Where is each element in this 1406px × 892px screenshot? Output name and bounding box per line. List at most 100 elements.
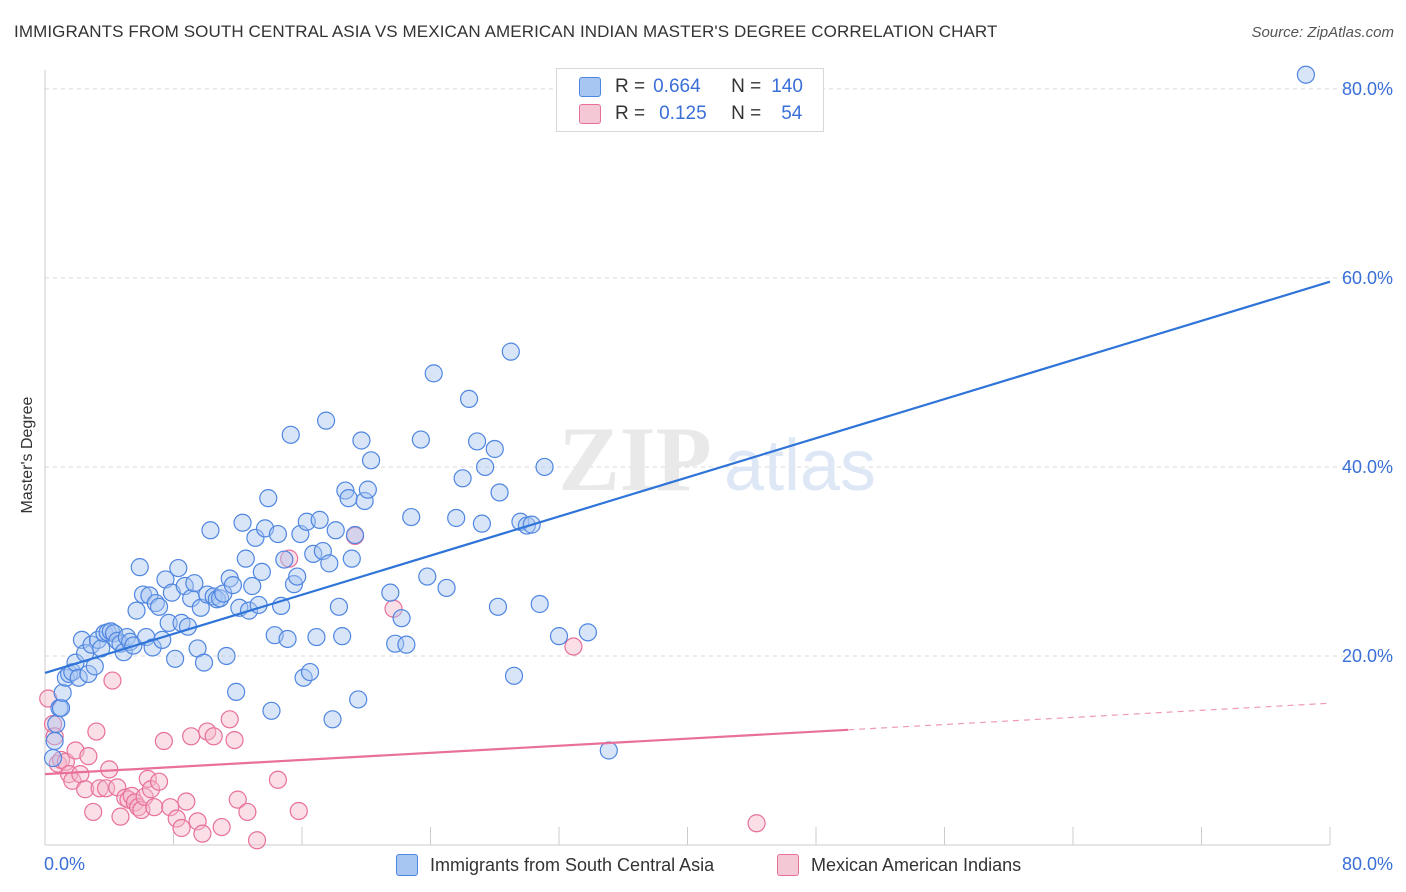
data-point-blue <box>578 623 598 642</box>
data-point-pink <box>111 807 130 826</box>
data-point-pink <box>116 788 135 807</box>
data-point-blue <box>424 364 443 383</box>
legend-n-value: 54 <box>781 103 803 124</box>
data-point-pink <box>76 780 95 799</box>
data-point-blue <box>268 524 288 544</box>
data-point-blue <box>485 439 504 459</box>
data-point-blue <box>69 668 88 687</box>
trend-lines <box>44 280 1331 776</box>
data-point-blue <box>339 489 358 508</box>
data-point-pink <box>564 637 583 656</box>
data-point-blue <box>307 627 326 647</box>
data-point-pink <box>177 792 196 811</box>
trend-line-pink-extension <box>848 702 1331 731</box>
x-tick-label-max: 80.0% <box>1342 854 1393 874</box>
data-point-blue <box>288 567 307 586</box>
data-point-blue <box>243 576 262 596</box>
data-point-blue <box>45 731 64 751</box>
data-point-blue <box>275 550 294 569</box>
data-point-blue <box>51 698 71 718</box>
data-point-pink <box>149 772 169 791</box>
data-point-blue <box>349 690 368 709</box>
legend-n-label: N = <box>731 103 762 124</box>
bottom-legend-series2: Mexican American Indians <box>777 852 1021 878</box>
data-point-blue <box>490 483 509 502</box>
data-point-blue <box>397 635 416 654</box>
data-point-blue <box>159 613 178 632</box>
data-point-blue <box>352 431 371 450</box>
data-point-pink <box>154 731 173 751</box>
data-point-blue <box>326 521 345 540</box>
data-point-pink <box>268 770 288 789</box>
watermark-zip: ZIP <box>558 408 711 510</box>
data-point-pink <box>228 790 247 809</box>
tick-labels: 20.0% 40.0% 60.0% 80.0% 0.0% 80.0% <box>44 79 1393 874</box>
watermark-atlas: atlas <box>724 426 876 506</box>
data-point-blue <box>472 514 491 533</box>
data-point-pink <box>90 779 109 798</box>
data-point-pink <box>145 798 164 817</box>
data-point-blue <box>223 575 243 595</box>
data-point-blue <box>101 622 120 641</box>
data-point-blue <box>599 741 618 760</box>
data-point-blue <box>262 701 281 720</box>
bottom-legend-label: Mexican American Indians <box>811 854 1022 875</box>
data-point-blue <box>127 601 146 620</box>
data-point-blue <box>501 342 520 361</box>
data-point-blue <box>194 653 214 672</box>
watermark: ZIP atlas <box>558 408 876 510</box>
data-point-pink <box>204 727 223 746</box>
data-point-blue <box>143 638 162 657</box>
data-point-blue <box>227 682 246 701</box>
data-point-blue <box>345 525 365 545</box>
data-point-pink <box>103 671 122 690</box>
data-point-blue <box>411 430 430 449</box>
data-point-pink <box>220 710 239 729</box>
data-point-blue <box>504 666 524 685</box>
data-point-pink <box>238 802 257 822</box>
data-point-blue <box>252 562 271 581</box>
data-point-blue <box>236 549 255 568</box>
legend-r-label: R = <box>615 76 646 97</box>
legend-swatch-pink <box>579 104 601 124</box>
y-tick-label: 20.0% <box>1342 646 1393 666</box>
data-point-blue <box>130 558 149 577</box>
legend-row-series1: R = 0.664 N = 140 <box>579 75 803 99</box>
data-point-blue <box>329 597 349 616</box>
source-credit: Source: ZipAtlas.com <box>1251 24 1394 41</box>
legend-row-series2: R = 0.125 N = 54 <box>579 102 802 126</box>
data-point-pink <box>289 801 308 821</box>
bottom-legend-label: Immigrants from South Central Asia <box>430 854 715 875</box>
series-pink-points <box>39 526 766 850</box>
data-point-pink <box>225 730 244 750</box>
data-point-blue <box>437 578 456 598</box>
series-blue-points <box>43 65 1316 768</box>
data-point-pink <box>138 769 157 788</box>
data-point-blue <box>402 507 421 527</box>
stats-legend: R = 0.664 N = 140 R = 0.125 N = 54 <box>556 68 824 132</box>
data-point-blue <box>1296 65 1316 84</box>
y-tick-label: 80.0% <box>1342 79 1393 99</box>
data-point-blue <box>535 457 554 477</box>
data-point-blue <box>488 597 508 616</box>
trend-line-pink <box>44 728 849 776</box>
data-point-blue <box>246 528 265 547</box>
data-point-blue <box>201 521 220 540</box>
gridlines <box>45 88 1390 657</box>
data-point-blue <box>133 585 153 604</box>
data-point-blue <box>316 411 336 430</box>
bottom-legend-swatch-pink <box>777 854 799 876</box>
data-point-blue <box>549 627 569 646</box>
data-point-pink <box>247 831 267 850</box>
data-point-blue <box>53 683 72 702</box>
legend-r-label: R = <box>615 103 646 124</box>
data-point-pink <box>129 798 148 817</box>
y-tick-label: 60.0% <box>1342 268 1393 288</box>
data-point-blue <box>79 664 98 684</box>
data-point-blue <box>233 513 252 532</box>
data-point-pink <box>84 802 103 822</box>
data-point-blue <box>381 583 400 602</box>
data-point-blue <box>185 574 204 593</box>
data-point-blue <box>447 508 466 528</box>
